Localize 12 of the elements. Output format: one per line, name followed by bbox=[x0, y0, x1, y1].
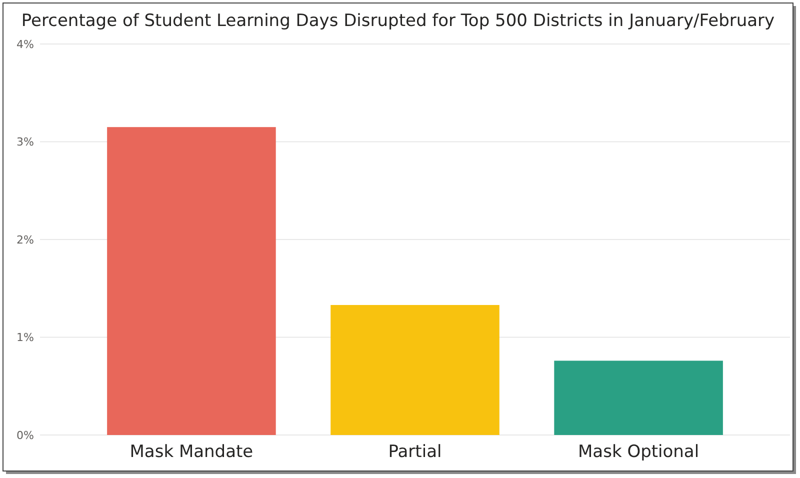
y-tick-label: 1% bbox=[16, 331, 34, 344]
bar bbox=[330, 304, 500, 435]
chart-title: Percentage of Student Learning Days Disrupted for Top 500 Districts in January/February bbox=[21, 11, 775, 31]
y-tick-label: 3% bbox=[16, 136, 34, 149]
bar bbox=[554, 360, 723, 435]
bar bbox=[107, 127, 276, 435]
y-tick-label: 2% bbox=[16, 233, 34, 246]
x-tick-label: Mask Mandate bbox=[130, 442, 254, 462]
x-tick-label: Partial bbox=[388, 442, 442, 462]
y-tick-label: 4% bbox=[16, 38, 34, 51]
x-tick-label: Mask Optional bbox=[578, 442, 700, 462]
y-tick-label: 0% bbox=[16, 428, 34, 442]
